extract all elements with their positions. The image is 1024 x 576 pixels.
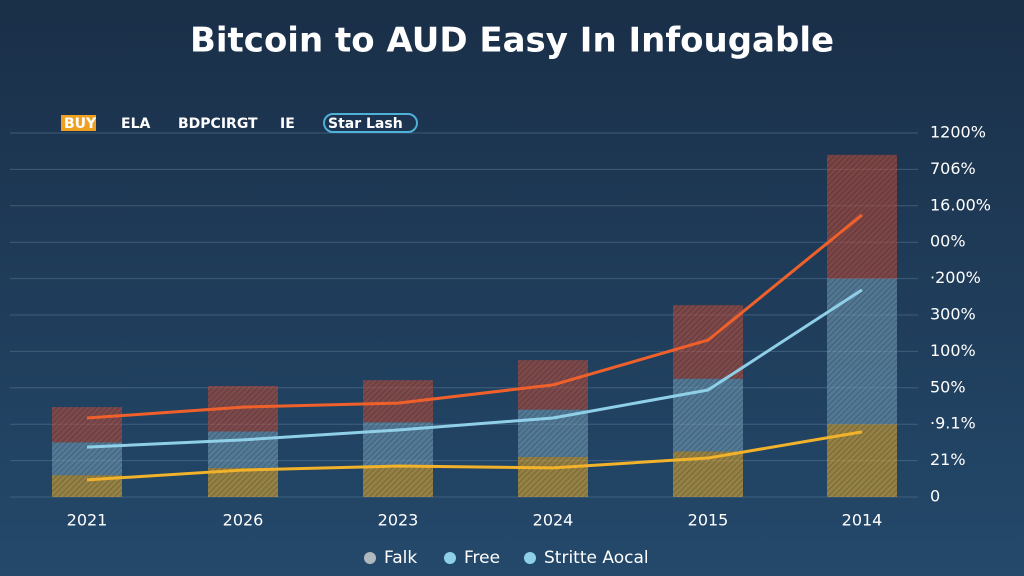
legend-dot [524, 552, 536, 564]
y-tick-label: 0 [930, 487, 940, 506]
y-tick-label: ·9.1% [930, 414, 976, 433]
y-tick-label: 16.00% [930, 195, 991, 214]
bar-hatch [52, 442, 122, 476]
x-tick-label: 2026 [223, 511, 264, 530]
legend-label: Free [464, 548, 500, 568]
x-tick-label: 2014 [842, 511, 883, 530]
y-tick-label: 706% [930, 159, 976, 178]
y-tick-label: 50% [930, 377, 966, 396]
legend-label: Falk [384, 548, 417, 568]
legend-text: BUY [64, 116, 97, 132]
y-tick-label: 21% [930, 450, 966, 469]
x-tick-label: 2024 [533, 511, 574, 530]
legend-dot [364, 552, 376, 564]
series-line [86, 430, 863, 482]
bar-hatch [827, 278, 897, 425]
x-tick-label: 2023 [378, 511, 419, 530]
y-tick-label: 300% [930, 305, 976, 324]
legend-pill [323, 113, 418, 133]
legend-text: IE [280, 116, 295, 132]
bar-hatch [518, 456, 588, 497]
legend-text: Star Lash [328, 116, 403, 132]
x-tick-label: 2015 [688, 511, 729, 530]
legend-text: BDPCIRGT [178, 116, 258, 132]
y-tick-label: 1200% [930, 123, 986, 142]
legend-swatch [61, 115, 96, 131]
bar-hatch [673, 305, 743, 379]
series-line [86, 288, 863, 449]
legend-text: ELA [121, 116, 150, 132]
y-tick-label: 100% [930, 341, 976, 360]
bar-hatch [52, 475, 122, 497]
legend-label: Stritte Aocal [544, 548, 649, 568]
y-tick-label: ·200% [930, 268, 981, 287]
y-tick-label: 00% [930, 232, 966, 251]
legend-dot [444, 552, 456, 564]
bar-hatch [52, 407, 122, 443]
bar-hatch [363, 466, 433, 497]
chart-title: Bitcoin to AUD Easy In Infougable [190, 21, 834, 61]
x-tick-label: 2021 [67, 511, 108, 530]
series-line [86, 213, 863, 420]
